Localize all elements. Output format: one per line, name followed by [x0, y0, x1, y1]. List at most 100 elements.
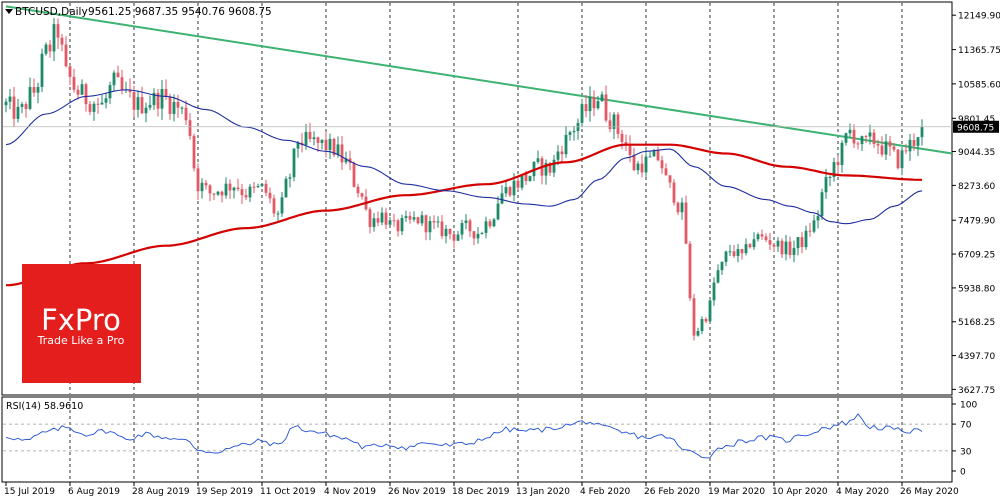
candle	[740, 248, 744, 260]
candle-body	[644, 156, 648, 173]
candle	[664, 163, 668, 176]
candle	[672, 179, 676, 206]
candle-body	[140, 97, 144, 114]
candle-body	[772, 244, 776, 247]
candle	[244, 188, 248, 201]
rsi-line[interactable]	[5, 413, 923, 459]
candle	[56, 18, 60, 49]
candle	[600, 91, 604, 102]
candle-body	[868, 132, 872, 137]
candle	[180, 106, 184, 114]
candle-body	[56, 24, 60, 38]
candle	[588, 86, 592, 122]
candle-body	[88, 104, 92, 112]
x-tick-label: 11 Oct 2019	[260, 487, 316, 497]
candle	[160, 80, 164, 120]
candle-body	[52, 24, 56, 52]
collapse-triangle-icon[interactable]	[5, 9, 13, 14]
candle	[648, 150, 652, 158]
x-tick-label: 19 Mar 2020	[708, 487, 765, 497]
candle	[720, 261, 724, 275]
candle	[348, 150, 352, 171]
candle-body	[336, 144, 340, 156]
candle	[796, 237, 800, 256]
rsi-tick-label: 30	[960, 447, 972, 457]
candle	[324, 131, 328, 158]
trendline[interactable]	[5, 5, 953, 155]
candle-body	[344, 158, 348, 163]
candle-body	[720, 261, 724, 271]
candle	[844, 132, 848, 146]
x-tick-label: 19 Sep 2019	[196, 487, 253, 497]
candle	[32, 78, 36, 97]
y-tick-label: 9044.35	[958, 148, 995, 158]
rsi-pane: 100 70 30 0 RSI(14) 58.9610	[1, 396, 977, 483]
candle-body	[448, 228, 452, 235]
candle-body	[632, 154, 636, 171]
candle-body	[912, 139, 916, 146]
candle	[804, 225, 808, 250]
candle	[736, 244, 740, 263]
candle	[748, 242, 752, 249]
candle	[708, 298, 712, 323]
candle-body	[280, 197, 284, 214]
candle	[528, 175, 532, 182]
candle	[388, 216, 392, 226]
candle-body	[252, 186, 256, 188]
candle	[820, 188, 824, 220]
candle-body	[688, 243, 692, 299]
candle	[812, 214, 816, 234]
candle	[68, 65, 72, 86]
candle-body	[384, 212, 388, 225]
candle-body	[548, 162, 552, 173]
candle	[616, 112, 620, 139]
candle-body	[724, 251, 728, 262]
y-tick-label: 5938.80	[958, 284, 995, 294]
candle-body	[8, 96, 12, 102]
candle	[260, 183, 264, 188]
candle	[912, 133, 916, 151]
candle	[276, 210, 280, 222]
candle	[72, 68, 76, 93]
y-tick-label: 12149.90	[958, 12, 1000, 22]
candle-body	[84, 84, 88, 105]
candle	[44, 42, 48, 56]
candle	[192, 133, 196, 172]
candle	[60, 33, 64, 52]
candle	[316, 136, 320, 153]
candle	[196, 163, 200, 201]
candle-body	[16, 106, 20, 119]
candle	[208, 184, 212, 202]
candle-body	[596, 101, 600, 109]
candle	[888, 136, 892, 157]
candle-body	[564, 134, 568, 155]
candle	[156, 89, 160, 117]
candle-body	[496, 203, 500, 220]
candle-body	[440, 221, 444, 237]
candle	[356, 183, 360, 198]
candle	[768, 232, 772, 251]
candle-body	[296, 142, 300, 149]
ma-fast-line[interactable]	[5, 89, 923, 225]
candle-body	[820, 192, 824, 217]
candle	[444, 224, 448, 244]
candle-body	[516, 180, 520, 188]
candle	[92, 101, 96, 121]
ma-slow-line[interactable]	[5, 143, 922, 287]
candle-body	[764, 236, 768, 241]
candle-body	[592, 96, 596, 109]
candle-body	[676, 202, 680, 213]
candle-body	[708, 300, 712, 322]
candle	[520, 174, 524, 191]
candle-body	[204, 182, 208, 186]
candle	[852, 124, 856, 148]
candle-body	[392, 220, 396, 222]
candle-body	[856, 143, 860, 145]
x-tick-label: 26 May 2020	[900, 487, 959, 497]
candle-body	[908, 139, 912, 152]
candle	[312, 131, 316, 146]
candle	[496, 196, 500, 221]
x-tick-label: 4 Feb 2020	[580, 487, 631, 497]
candle-body	[728, 251, 732, 253]
